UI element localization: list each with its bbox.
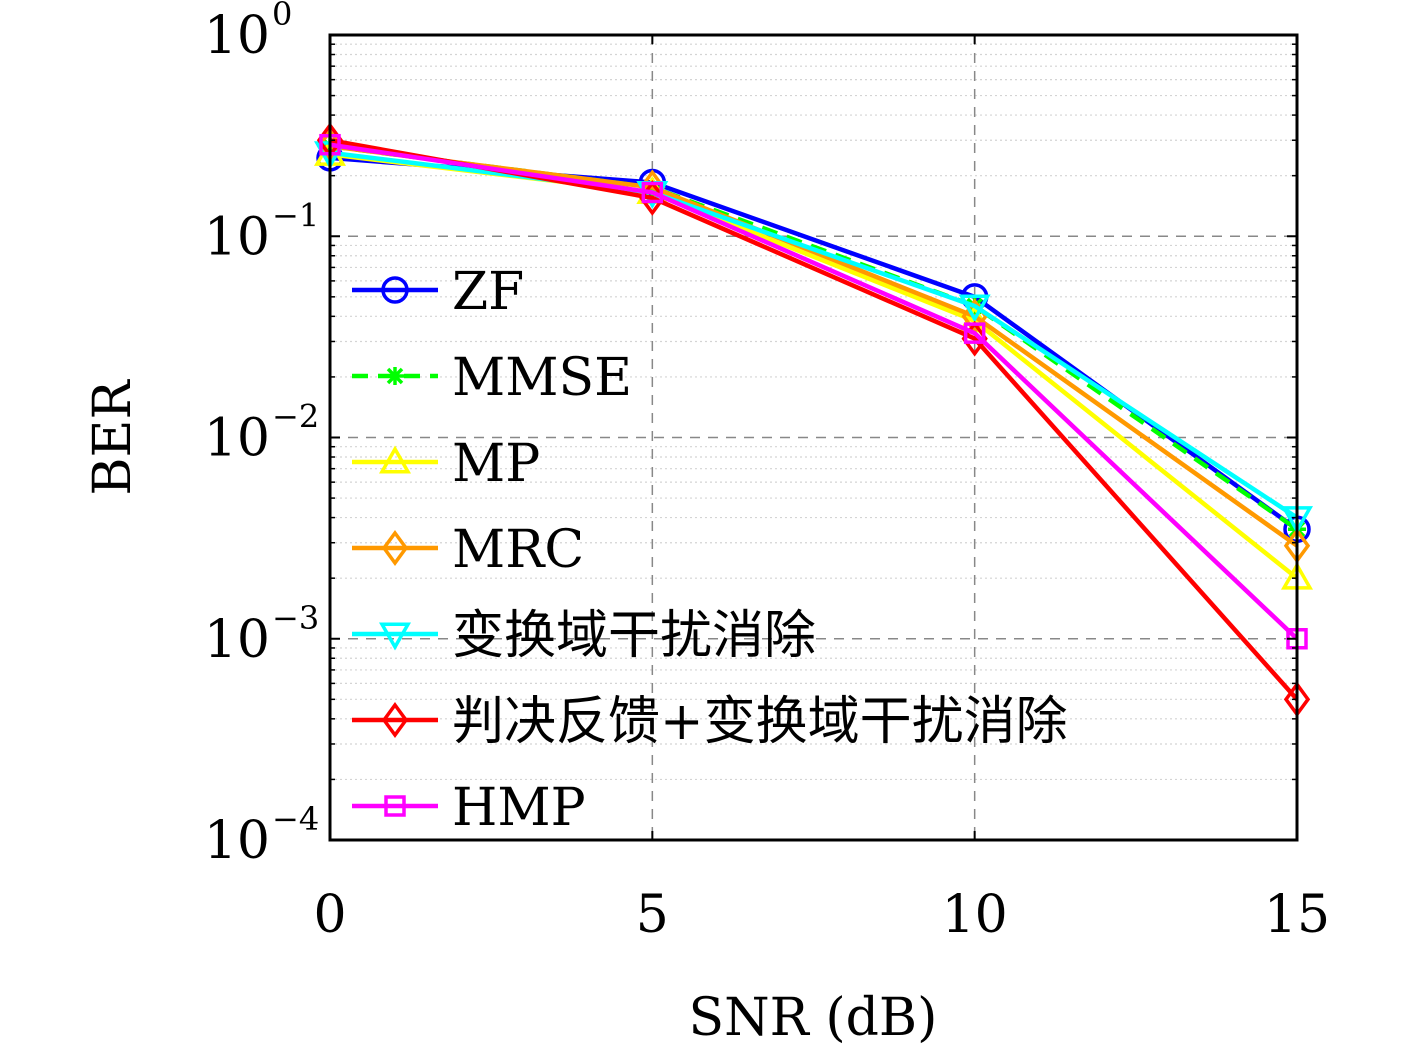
- y-tick-exponent: −1: [272, 196, 319, 234]
- legend-label-6: HMP: [452, 778, 586, 838]
- legend-marker-0: [381, 276, 409, 304]
- legend-label-5: 判决反馈+变换域干扰消除: [452, 692, 1068, 752]
- y-tick-exponent: −2: [272, 398, 319, 436]
- legend-label-4: 变换域干扰消除: [452, 606, 816, 666]
- axis-ticks: [329, 34, 1298, 841]
- y-tick-label: 10: [204, 6, 270, 66]
- x-tick-label: 10: [942, 885, 1008, 945]
- y-tick-label: 10: [204, 811, 270, 871]
- series-6-point: [963, 322, 986, 344]
- y-tick-label: 10: [204, 610, 270, 670]
- x-tick-label: 0: [313, 885, 346, 945]
- legend-marker-5: [381, 702, 409, 738]
- x-tick-labels: 0 5 10 15: [313, 885, 1330, 945]
- legend-label-0: ZF: [452, 262, 524, 322]
- legend-marker-1: [386, 367, 404, 385]
- y-tick-exponent: 0: [272, 0, 292, 33]
- y-tick-exponent: −3: [272, 599, 319, 637]
- series-4-point: [958, 294, 991, 323]
- legend-marker-3: [381, 530, 409, 566]
- legend-marker-2: [378, 445, 412, 474]
- legend-marker-4: [378, 622, 412, 651]
- y-tick-exponent: −4: [272, 800, 319, 838]
- x-axis-label: SNR (dB): [689, 988, 938, 1048]
- minor-gridlines: [330, 43, 1297, 781]
- asterisk-stroke: [386, 367, 404, 385]
- legend-label-2: MP: [452, 434, 540, 494]
- legend-marker-6: [384, 795, 406, 817]
- legend-label-3: MRC: [452, 520, 584, 580]
- series-line-6: [329, 142, 1299, 641]
- y-tick-label: 10: [204, 409, 270, 469]
- x-tick-label: 5: [636, 885, 669, 945]
- y-axis-label: BER: [83, 378, 143, 495]
- y-tick-label: 10: [204, 207, 270, 267]
- legend-label-1: MMSE: [452, 348, 632, 408]
- series-line-4: [329, 150, 1299, 520]
- x-tick-label: 15: [1264, 885, 1330, 945]
- series-6-point: [641, 181, 664, 204]
